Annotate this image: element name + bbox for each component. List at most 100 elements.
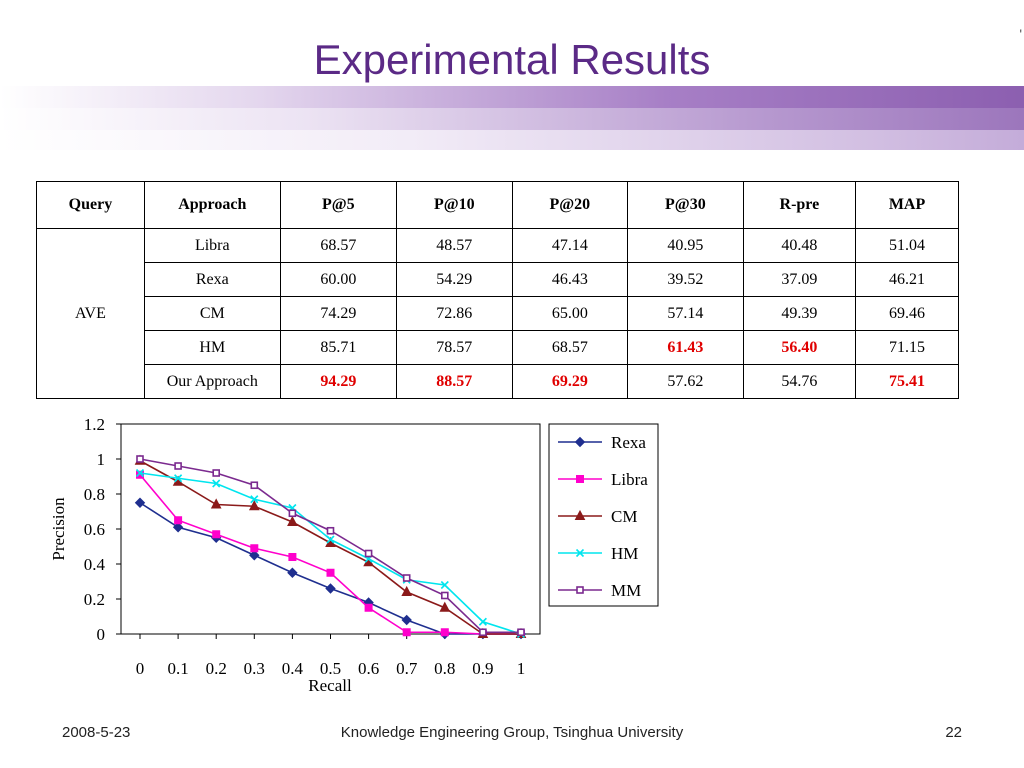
table-row: CM 74.29 72.86 65.00 57.14 49.39 69.46	[37, 296, 959, 331]
y-tick-label: 1	[97, 450, 106, 469]
footer-date: 2008-5-23	[62, 724, 131, 741]
value-cell: 40.95	[627, 228, 744, 263]
data-point-cm	[248, 500, 260, 511]
data-point-cm	[210, 498, 222, 509]
value-cell: 39.52	[627, 262, 744, 297]
data-point-hm	[212, 479, 221, 488]
x-tick-label: 0.6	[358, 659, 379, 678]
legend-marker-cm	[574, 509, 586, 520]
data-point-hm	[326, 535, 335, 544]
chart-svg: 0 0.2 0.4 0.6 0.8 1 1.2 0 0.1 0.2 0.3 0.4 0.5 0.6 0.7 0…	[49, 415, 659, 695]
column-header-map: MAP	[855, 181, 959, 229]
data-point-rexa	[134, 497, 146, 508]
title-band-stripe	[0, 86, 1024, 108]
value-cell: 65.00	[511, 296, 629, 331]
data-point-rexa	[325, 583, 336, 594]
x-tick-label: 0.7	[396, 659, 418, 678]
data-point-mm	[517, 628, 525, 637]
value-cell: 54.29	[396, 262, 513, 297]
title-band	[0, 86, 1024, 150]
value-cell: 94.29	[279, 364, 398, 399]
legend-label-mm: MM	[611, 581, 641, 600]
column-header-p30: P@30	[627, 181, 744, 229]
column-header-p20: P@20	[511, 181, 629, 229]
value-cell: 57.14	[627, 296, 744, 331]
data-point-mm	[212, 469, 220, 477]
value-cell: 61.43	[627, 330, 744, 365]
legend-label-libra: Libra	[611, 470, 648, 489]
approach-cell: Rexa	[143, 262, 281, 297]
value-cell: 49.39	[742, 296, 857, 331]
column-header-approach: Approach	[143, 181, 281, 229]
value-cell: 68.57	[511, 330, 629, 365]
data-point-hm	[135, 468, 145, 478]
x-tick-label: 0.3	[244, 659, 265, 678]
value-cell: 51.04	[855, 228, 959, 263]
column-header-r-pre: R-pre	[742, 181, 857, 229]
y-tick-label: 0.2	[84, 590, 105, 609]
x-tick-label: 0.1	[167, 659, 188, 678]
data-point-cm	[439, 601, 451, 612]
table-row: HM 85.71 78.57 68.57 61.43 56.40 71.15	[37, 330, 959, 365]
data-point-rexa	[401, 614, 412, 626]
value-cell: 46.43	[511, 262, 629, 297]
legend-marker-rexa	[574, 436, 586, 448]
data-point-mm	[479, 628, 487, 637]
title-band-stripe	[0, 130, 1024, 150]
value-cell: 75.41	[855, 364, 959, 399]
value-cell: 69.29	[511, 364, 629, 399]
y-tick-label: 0	[97, 625, 106, 644]
data-point-libra	[288, 553, 297, 561]
table-row: Rexa 60.00 54.29 46.43 39.52 37.09 46.21	[37, 262, 959, 297]
data-point-rexa	[172, 522, 184, 533]
data-point-rexa	[287, 567, 298, 578]
corner-mark: '	[1019, 26, 1022, 42]
series-line-libra	[139, 474, 521, 635]
value-cell: 48.57	[396, 228, 513, 263]
results-table: Query Approach P@5 P@10 P@20 P@30 R-pre …	[36, 181, 959, 399]
value-cell: 40.48	[742, 228, 857, 263]
precision-recall-chart: 0 0.2 0.4 0.6 0.8 1 1.2 0 0.1 0.2 0.3 0.4 0.5 0.6 0.7 0…	[0, 410, 700, 700]
value-cell: 54.76	[742, 364, 857, 399]
x-tick-label: 1	[517, 659, 526, 678]
data-point-rexa	[249, 550, 260, 561]
data-point-libra	[136, 470, 144, 479]
value-cell: 71.15	[855, 330, 959, 365]
data-point-mm	[174, 462, 182, 470]
series-line-cm	[139, 460, 521, 635]
x-tick-label: 0.4	[282, 659, 304, 678]
y-tick-label: 0.8	[84, 485, 105, 504]
data-point-mm	[288, 509, 297, 518]
value-cell: 60.00	[279, 262, 398, 297]
value-cell: 72.86	[396, 296, 513, 331]
data-point-hm	[174, 474, 183, 483]
value-cell: 69.46	[855, 296, 959, 331]
legend-label-hm: HM	[611, 544, 638, 563]
value-cell: 68.57	[279, 228, 398, 263]
table-header-row: Query Approach P@5 P@10 P@20 P@30 R-pre …	[36, 181, 959, 229]
x-tick-label: 0.9	[472, 659, 493, 678]
x-tick-label: 0.8	[434, 659, 455, 678]
legend-box	[548, 423, 659, 607]
legend-marker-hm	[575, 548, 585, 558]
y-tick-label: 1.2	[84, 415, 105, 434]
data-point-libra	[250, 544, 259, 553]
legend-marker-libra	[576, 475, 584, 483]
data-point-libra	[326, 568, 335, 577]
legend-marker-mm	[576, 586, 584, 594]
series-line-hm	[139, 472, 522, 635]
data-point-libra	[364, 603, 373, 612]
x-tick-label: 0	[136, 659, 145, 678]
data-point-mm	[326, 526, 335, 535]
data-point-mm	[440, 591, 449, 600]
footer-organization: Knowledge Engineering Group, Tsinghua Un…	[340, 724, 684, 741]
approach-cell: CM	[143, 296, 281, 331]
approach-cell: Our Approach	[143, 364, 281, 399]
slide-title: Experimental Results	[313, 36, 711, 83]
value-cell: 46.21	[855, 262, 959, 297]
table-row: Our Approach 94.29 88.57 69.29 57.62 54.…	[37, 364, 959, 399]
data-point-cm	[401, 585, 413, 596]
value-cell: 78.57	[396, 330, 513, 365]
y-tick-label: 0.4	[84, 555, 106, 574]
approach-cell: HM	[143, 330, 281, 365]
